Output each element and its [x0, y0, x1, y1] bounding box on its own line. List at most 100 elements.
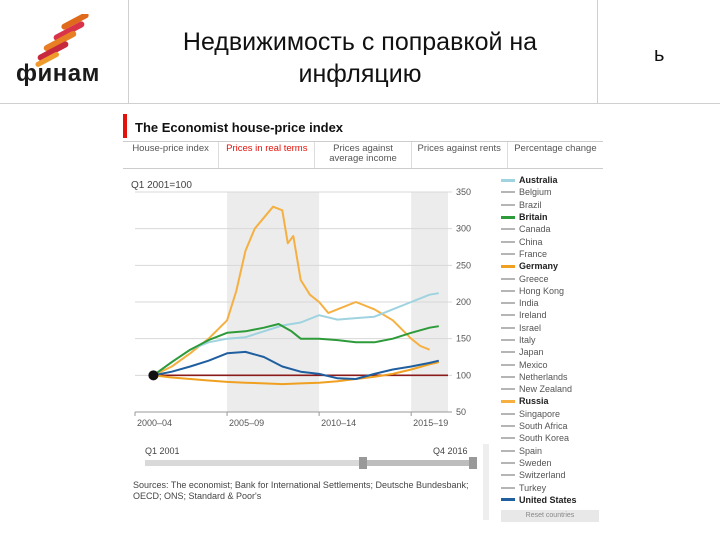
y-tick-label-100: 100 — [456, 370, 471, 380]
y-tick-label-50: 50 — [456, 407, 466, 417]
legend-label: Brazil — [519, 199, 542, 210]
legend-item[interactable]: Russia — [501, 395, 601, 407]
series-line-britain — [152, 323, 439, 377]
legend-item[interactable]: Canada — [501, 223, 601, 235]
legend-item[interactable]: India — [501, 297, 601, 309]
legend-swatch — [501, 314, 515, 317]
legend-swatch — [501, 302, 515, 305]
tab-percentage-change[interactable]: Percentage change — [506, 142, 603, 168]
y-tick-label-300: 300 — [456, 224, 471, 234]
x-tick-label-0: 2000–04 — [137, 418, 172, 428]
legend-swatch — [501, 240, 515, 243]
legend-item[interactable]: South Korea — [501, 432, 601, 444]
slide-header: финам Недвижимость с поправкой на инфляц… — [0, 0, 720, 104]
legend-swatch — [501, 437, 515, 440]
legend-swatch — [501, 449, 515, 452]
tab-prices-against-income[interactable]: Prices against average income — [314, 142, 410, 168]
legend-item[interactable]: Britain — [501, 211, 601, 223]
legend-item[interactable]: Switzerland — [501, 469, 601, 481]
legend-item[interactable]: New Zealand — [501, 383, 601, 395]
figure-title: The Economist house-price index — [135, 120, 344, 135]
legend-swatch — [501, 412, 515, 415]
series-line-united-states — [153, 350, 440, 380]
legend-swatch — [501, 339, 515, 341]
tab-prices-real-terms[interactable]: Prices in real terms — [218, 142, 314, 168]
legend-item[interactable]: China — [501, 235, 601, 247]
legend-swatch — [501, 264, 515, 268]
timeline-slider-handle-right[interactable] — [469, 457, 477, 469]
legend-swatch — [501, 474, 515, 477]
legend-swatch — [501, 191, 515, 194]
legend-swatch — [501, 363, 515, 366]
legend-label: Australia — [519, 175, 558, 186]
legend-swatch — [501, 425, 515, 428]
timeline-slider-range — [363, 460, 473, 466]
legend-swatch — [501, 375, 515, 378]
legend-item[interactable]: Israel — [501, 322, 601, 334]
legend-label: New Zealand — [519, 384, 573, 395]
legend-swatch — [501, 486, 515, 489]
tab-prices-against-rents[interactable]: Prices against rents — [410, 142, 507, 168]
economist-chart-figure: The Economist house-price index House-pr… — [123, 114, 603, 524]
finam-logo-icon — [35, 14, 89, 67]
timeline-slider-track[interactable] — [145, 460, 475, 466]
legend-label: Russia — [519, 396, 549, 407]
base-label: Q1 2001=100 — [131, 180, 192, 191]
legend-item[interactable]: Belgium — [501, 186, 601, 198]
y-tick-label-200: 200 — [456, 297, 471, 307]
legend-swatch — [501, 252, 515, 255]
x-tick-label-2: 2010–14 — [321, 418, 356, 428]
line-chart: 50 100 150 200 250 300 350 2000–04 2005–09 2010–1… — [134, 187, 471, 428]
legend-swatch — [501, 289, 515, 292]
legend-label: Greece — [519, 273, 549, 284]
series-line-germany — [153, 361, 440, 386]
legend-label: South Korea — [519, 433, 570, 444]
legend-swatch — [501, 215, 515, 219]
legend-label: Ireland — [519, 310, 547, 321]
legend-scrollbar[interactable] — [483, 444, 489, 520]
legend-item[interactable]: Mexico — [501, 358, 601, 370]
legend-swatch — [501, 351, 515, 354]
timeline-slider-handle-left[interactable] — [359, 457, 367, 469]
legend-label: Netherlands — [519, 371, 568, 382]
legend-swatch — [501, 461, 515, 464]
legend-label: Israel — [519, 322, 542, 333]
legend-item[interactable]: Brazil — [501, 199, 601, 211]
x-tick-label-1: 2005–09 — [229, 418, 264, 428]
legend-item[interactable]: France — [501, 248, 601, 260]
legend-item[interactable]: Singapore — [501, 408, 601, 420]
chart-legend: Australia Belgium Brazil Britain Canada China… — [501, 174, 601, 506]
legend-label: Switzerland — [519, 470, 566, 481]
legend-swatch — [501, 203, 515, 206]
header-divider-left — [128, 0, 129, 104]
legend-item[interactable]: Germany — [501, 260, 601, 272]
legend-item[interactable]: Ireland — [501, 309, 601, 321]
source-note: Sources: The economist; Bank for Interna… — [133, 480, 469, 501]
timeline-start-label: Q1 2001 — [145, 446, 180, 456]
y-tick-label-150: 150 — [456, 334, 471, 344]
legend-item[interactable]: United States — [501, 494, 601, 506]
legend-swatch — [501, 178, 515, 182]
legend-item[interactable]: Australia — [501, 174, 601, 186]
logo-wordmark: финам — [16, 60, 100, 87]
legend-item[interactable]: Sweden — [501, 457, 601, 469]
y-tick-label-350: 350 — [456, 187, 471, 197]
timeline-end-label: Q4 2016 — [433, 446, 468, 456]
legend-swatch — [501, 399, 515, 403]
legend-label: Singapore — [519, 408, 561, 419]
legend-swatch — [501, 277, 515, 280]
legend-item[interactable]: Hong Kong — [501, 285, 601, 297]
legend-label: Belgium — [519, 187, 552, 198]
legend-item[interactable]: Greece — [501, 272, 601, 284]
tab-house-price-index[interactable]: House-price index — [132, 143, 209, 154]
legend-swatch — [501, 326, 515, 329]
reset-countries-button[interactable]: Reset countries — [501, 510, 599, 522]
legend-item[interactable]: Spain — [501, 445, 601, 457]
legend-item[interactable]: Turkey — [501, 481, 601, 493]
legend-item[interactable]: Netherlands — [501, 371, 601, 383]
header-rule — [0, 103, 720, 104]
legend-item[interactable]: Japan — [501, 346, 601, 358]
legend-label: China — [519, 236, 543, 247]
legend-item[interactable]: South Africa — [501, 420, 601, 432]
legend-item[interactable]: Italy — [501, 334, 601, 346]
